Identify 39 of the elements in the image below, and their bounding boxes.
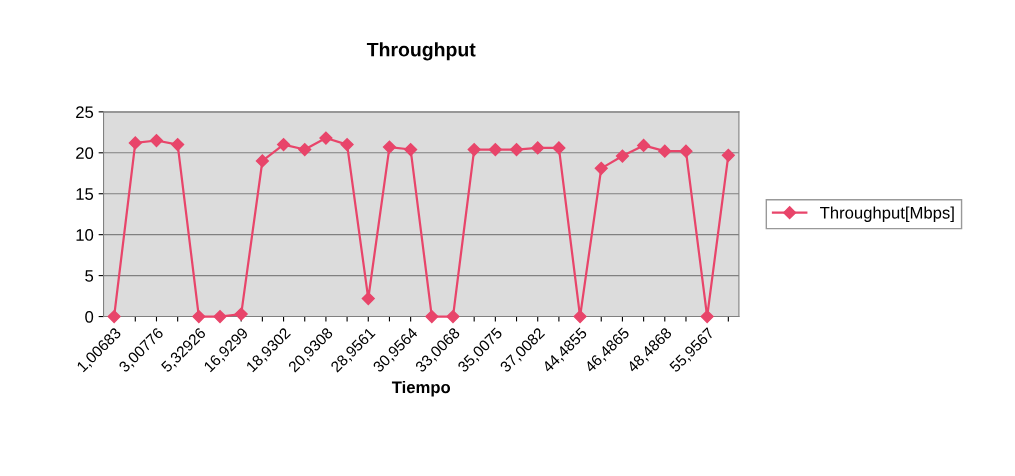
- point: [700, 309, 714, 324]
- point: [192, 309, 206, 324]
- point: [213, 309, 227, 324]
- point: [298, 142, 312, 157]
- point: [107, 309, 121, 324]
- point: [425, 309, 439, 324]
- point: [382, 140, 397, 154]
- point: [276, 138, 291, 152]
- point: [531, 141, 545, 155]
- point: [488, 142, 502, 157]
- point: [637, 138, 651, 153]
- point: [721, 148, 735, 162]
- y-tick-label: 20: [76, 147, 94, 159]
- y-tick-label: 5: [85, 270, 94, 282]
- y-tick-label: 15: [76, 188, 94, 200]
- point: [573, 309, 587, 324]
- x-axis-title: Tiempo: [391, 380, 451, 397]
- point: [319, 131, 333, 145]
- point: [361, 291, 375, 306]
- point: [340, 138, 354, 152]
- point: [658, 144, 672, 158]
- point: [404, 142, 418, 157]
- point: [615, 149, 630, 163]
- y-tick-label: 10: [76, 229, 94, 241]
- chart-title: Throughput: [366, 42, 476, 61]
- point: [234, 307, 248, 321]
- point: [149, 133, 164, 148]
- legend-label: Throughput[Mbps]: [820, 206, 954, 222]
- point: [594, 161, 608, 175]
- y-tick-label: 0: [85, 310, 94, 323]
- point: [679, 144, 693, 158]
- point: [509, 142, 524, 157]
- y-tick-label: 25: [76, 106, 94, 119]
- point: [467, 142, 481, 157]
- point: [446, 309, 460, 324]
- point: [171, 138, 185, 152]
- point: [552, 141, 566, 155]
- point: [255, 154, 269, 168]
- point: [128, 136, 142, 150]
